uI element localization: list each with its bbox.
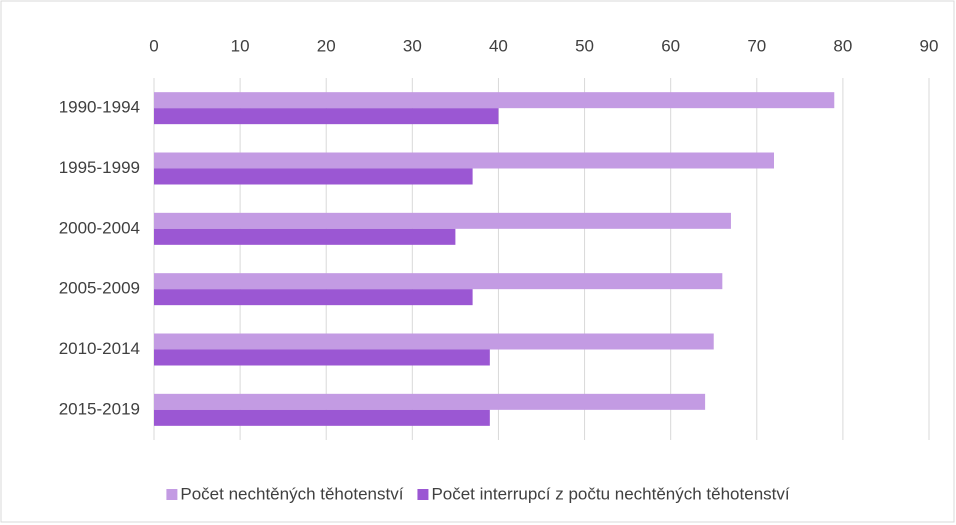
x-tick-label: 80	[833, 36, 852, 55]
x-tick-label: 0	[149, 36, 158, 55]
x-tick-label: 70	[747, 36, 766, 55]
bar	[154, 228, 456, 245]
bar	[154, 393, 706, 410]
y-tick-label: 2000-2004	[59, 218, 140, 237]
x-tick-label: 10	[231, 36, 250, 55]
legend-label: Počet interrupcí z počtu nechtěných těho…	[431, 484, 789, 503]
bar	[154, 168, 473, 185]
x-tick-label: 20	[317, 36, 336, 55]
bar	[154, 273, 723, 290]
y-tick-label: 2005-2009	[59, 279, 140, 298]
bar	[154, 289, 473, 306]
x-tick-label: 60	[661, 36, 680, 55]
x-tick-label: 50	[575, 36, 594, 55]
bar	[154, 212, 731, 229]
x-tick-label: 90	[920, 36, 939, 55]
bar	[154, 333, 714, 350]
bar	[154, 108, 499, 125]
x-tick-label: 30	[403, 36, 422, 55]
bar	[154, 92, 835, 109]
legend-label: Počet nechtěných těhotenství	[180, 484, 403, 503]
x-tick-label: 40	[489, 36, 508, 55]
bar	[154, 409, 490, 426]
y-tick-label: 2015-2019	[59, 399, 140, 418]
bar	[154, 349, 490, 366]
y-tick-label: 2010-2014	[59, 339, 140, 358]
y-tick-label: 1990-1994	[59, 98, 140, 117]
y-tick-label: 1995-1999	[59, 158, 140, 177]
bar	[154, 152, 774, 169]
legend-swatch	[166, 489, 178, 500]
legend-swatch	[417, 489, 429, 500]
